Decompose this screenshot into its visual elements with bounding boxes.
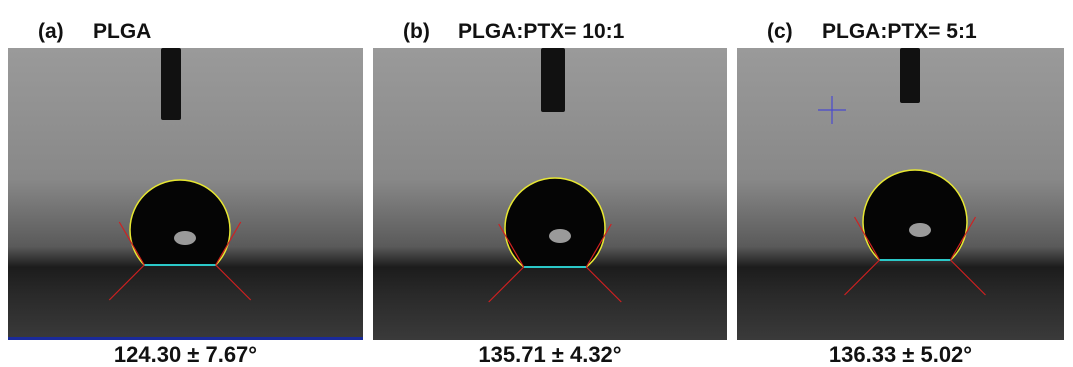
reflection [909,223,931,237]
figure: (a) PLGA 124.30 ± 7.67° (b) PLGA:PTX= 10:1 13… [0,0,1073,367]
panel-title: PLGA:PTX= 5:1 [822,20,977,43]
panel [8,48,363,340]
panel-caption: 135.71 ± 4.32° [478,342,621,367]
panel-label: (a) [38,20,64,43]
needle [541,48,565,112]
panel-title: PLGA:PTX= 10:1 [458,20,625,43]
droplet [505,178,605,267]
panel-caption: 124.30 ± 7.67° [114,342,257,367]
panel-caption: 136.33 ± 5.02° [829,342,972,367]
panel-title: PLGA [93,20,151,43]
panel-label: (b) [403,20,430,43]
needle [900,48,920,103]
reflection [174,231,196,245]
reflection [549,229,571,243]
needle [161,48,181,120]
panel [373,48,727,340]
blue-edge [8,337,363,340]
panel [737,48,1064,340]
panel-label: (c) [767,20,793,43]
